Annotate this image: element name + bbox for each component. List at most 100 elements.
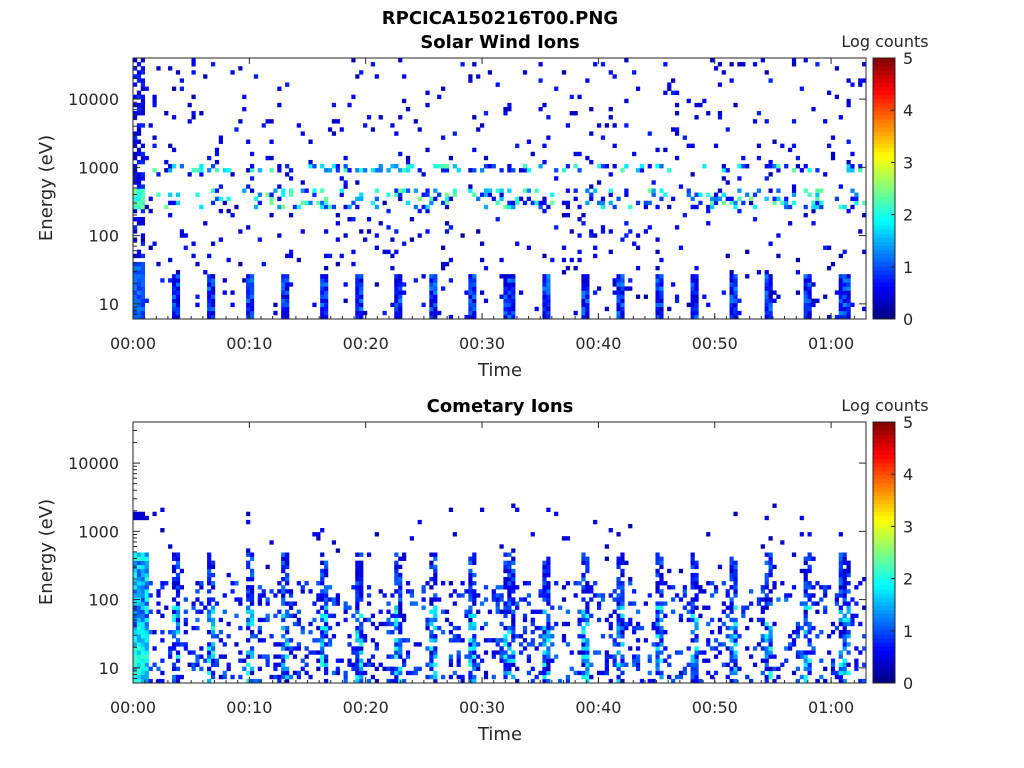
heatmap-cell bbox=[281, 593, 286, 598]
heatmap-cell bbox=[674, 90, 680, 96]
heatmap-cell bbox=[518, 168, 524, 173]
heatmap-cell bbox=[585, 294, 590, 299]
heatmap-cell bbox=[737, 634, 742, 639]
heatmap-cell bbox=[710, 629, 715, 635]
heatmap-cell bbox=[468, 638, 473, 643]
heatmap-cell bbox=[347, 662, 352, 667]
heatmap-cell bbox=[659, 625, 664, 631]
heatmap-cell bbox=[433, 294, 438, 299]
heatmap-cell bbox=[507, 576, 512, 582]
heatmap-cell bbox=[593, 188, 598, 193]
heatmap-cell bbox=[499, 658, 504, 663]
heatmap-cell bbox=[534, 625, 539, 631]
heatmap-cell bbox=[394, 286, 399, 291]
heatmap-cell bbox=[803, 654, 808, 659]
heatmap-cell bbox=[210, 164, 216, 169]
heatmap-cell bbox=[503, 204, 508, 210]
heatmap-cell bbox=[398, 572, 403, 578]
heatmap-cell bbox=[468, 302, 473, 308]
heatmap-cell bbox=[526, 642, 531, 647]
heatmap-cell bbox=[854, 196, 859, 202]
heatmap-cell bbox=[772, 621, 777, 627]
heatmap-cell bbox=[659, 556, 664, 561]
heatmap-cell bbox=[585, 678, 590, 684]
heatmap-cell bbox=[710, 204, 715, 210]
heatmap-cell bbox=[729, 298, 734, 303]
heatmap-cell bbox=[191, 70, 196, 75]
heatmap-cell bbox=[441, 581, 446, 586]
heatmap-cell bbox=[394, 638, 399, 643]
heatmap-cell bbox=[768, 670, 773, 676]
heatmap-cell bbox=[823, 605, 828, 610]
heatmap-cell bbox=[768, 642, 773, 647]
heatmap-cell bbox=[784, 597, 789, 602]
heatmap-cell bbox=[838, 634, 843, 639]
heatmap-cell bbox=[456, 654, 461, 659]
heatmap-cell bbox=[764, 176, 769, 181]
heatmap-cell bbox=[429, 196, 434, 202]
heatmap-cell bbox=[386, 654, 391, 659]
heatmap-cell bbox=[133, 601, 138, 606]
heatmap-cell bbox=[647, 670, 652, 676]
heatmap-cell bbox=[339, 188, 344, 193]
heatmap-cell bbox=[749, 678, 754, 684]
colorbar-step bbox=[873, 172, 895, 177]
heatmap-cell bbox=[171, 564, 177, 570]
colorbar-step bbox=[873, 225, 895, 230]
heatmap-cell bbox=[628, 617, 633, 623]
heatmap-cell bbox=[133, 585, 138, 590]
heatmap-cell bbox=[764, 70, 769, 75]
heatmap-cell bbox=[791, 168, 797, 173]
heatmap-cell bbox=[308, 650, 313, 655]
colorbar-step bbox=[873, 245, 895, 251]
heatmap-cell bbox=[838, 310, 843, 316]
heatmap-cell bbox=[207, 253, 212, 259]
heatmap-cell bbox=[655, 568, 660, 574]
heatmap-cell bbox=[210, 200, 216, 206]
heatmap-cell bbox=[472, 556, 477, 561]
colorbar-step bbox=[873, 131, 895, 136]
heatmap-cell bbox=[133, 225, 138, 230]
heatmap-cell bbox=[581, 274, 586, 279]
heatmap-cell bbox=[690, 609, 695, 614]
heatmap-cell bbox=[242, 106, 247, 112]
heatmap-cell bbox=[246, 662, 251, 667]
heatmap-cell bbox=[573, 111, 578, 116]
heatmap-cell bbox=[253, 204, 259, 210]
colorbar-step bbox=[873, 270, 895, 275]
heatmap-cell bbox=[745, 646, 750, 651]
heatmap-cell bbox=[600, 135, 606, 140]
heatmap-cell bbox=[355, 552, 360, 557]
heatmap-cell bbox=[175, 642, 181, 647]
heatmap-cell bbox=[807, 556, 812, 561]
heatmap-cell bbox=[830, 261, 836, 267]
heatmap-cell bbox=[207, 274, 212, 279]
heatmap-cell bbox=[620, 310, 625, 316]
heatmap-cell bbox=[175, 298, 181, 303]
heatmap-cell bbox=[733, 564, 738, 570]
panel-cometary: Cometary Ions 00:00 00:10 00:20 00:30 00:40 0… bbox=[36, 396, 929, 745]
heatmap-cell bbox=[842, 572, 847, 578]
heatmap-cell bbox=[207, 601, 212, 606]
heatmap-cell bbox=[706, 658, 711, 663]
heatmap-cell bbox=[468, 290, 473, 295]
heatmap-cell bbox=[355, 294, 360, 299]
heatmap-cell bbox=[394, 290, 399, 295]
heatmap-cell bbox=[253, 678, 259, 684]
heatmap-cell bbox=[655, 147, 660, 153]
heatmap-cell bbox=[596, 601, 602, 606]
heatmap-cell bbox=[249, 593, 255, 598]
heatmap-cell bbox=[834, 94, 840, 100]
heatmap-cell bbox=[366, 601, 372, 606]
heatmap-cell bbox=[620, 642, 625, 647]
heatmap-cell bbox=[448, 674, 454, 680]
heatmap-cell bbox=[269, 589, 274, 594]
heatmap-cell bbox=[347, 634, 352, 639]
heatmap-cell bbox=[366, 593, 372, 598]
heatmap-cell bbox=[639, 168, 645, 173]
heatmap-cell bbox=[515, 143, 520, 149]
heatmap-cell bbox=[534, 609, 539, 614]
colorbar-step bbox=[873, 593, 895, 598]
heatmap-cell bbox=[764, 625, 769, 631]
heatmap-cell bbox=[281, 617, 286, 623]
